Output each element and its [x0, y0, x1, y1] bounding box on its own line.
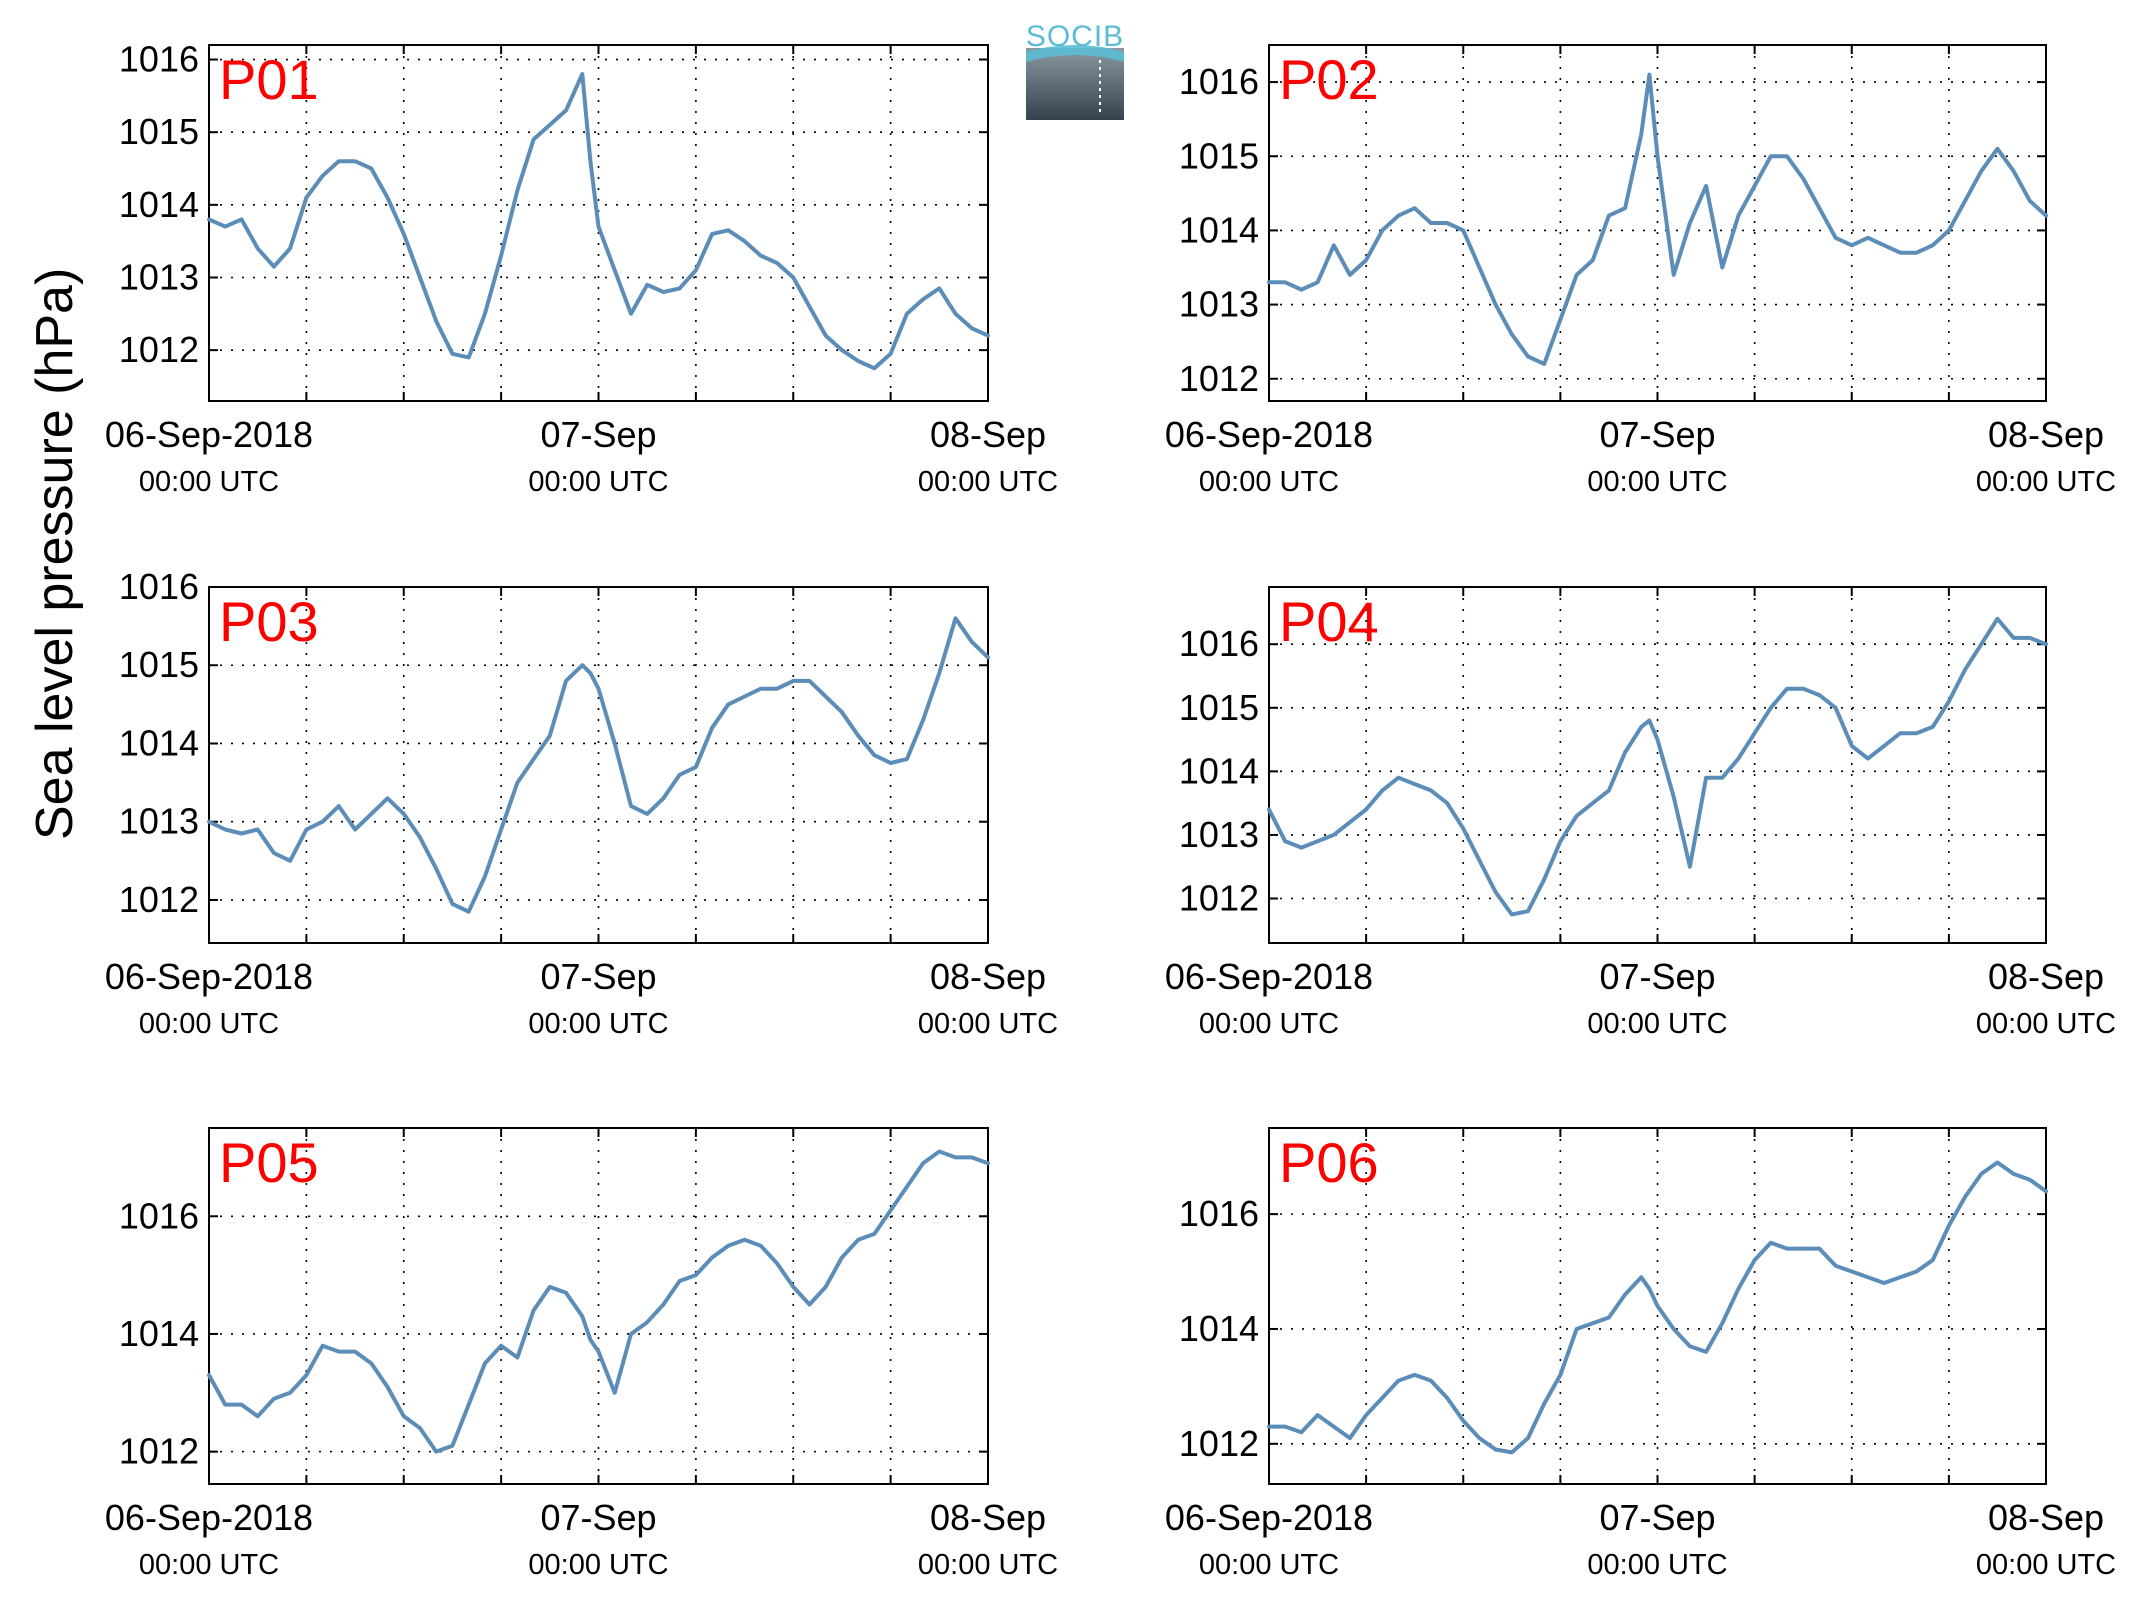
x-tick-label-date: 07-Sep — [540, 414, 656, 455]
y-tick-label: 1016 — [1179, 61, 1259, 102]
x-tick-label-time: 00:00 UTC — [528, 1549, 668, 1581]
y-tick-label: 1014 — [119, 184, 199, 225]
pressure-line-p05 — [207, 1149, 990, 1454]
y-tick-label: 1014 — [119, 722, 199, 763]
panel-title: P05 — [219, 1131, 319, 1194]
y-tick-label: 1012 — [1179, 878, 1259, 919]
y-tick-label: 1016 — [119, 39, 199, 80]
x-tick-label-date: 06-Sep-2018 — [105, 1497, 313, 1538]
y-tick-label: 1012 — [119, 879, 199, 920]
x-tick-label-date: 08-Sep — [1988, 1497, 2104, 1538]
x-tick-label-time: 00:00 UTC — [139, 1008, 279, 1040]
panel-p04: 1012 1013 1014 1015 1016 06-Sep-2018 00:00 UTC… — [1165, 586, 2116, 1040]
panel-p06: 1012 1014 1016 06-Sep-2018 00:00 UTC 07-Sep 00… — [1165, 1127, 2116, 1581]
x-tick-label-time: 00:00 UTC — [139, 466, 279, 498]
y-tick-label: 1015 — [119, 111, 199, 152]
panel-p03: 1012 1013 1014 1015 1016 06-Sep-2018 00:00 UTC… — [105, 566, 1058, 1040]
x-tick-label-date: 06-Sep-2018 — [105, 414, 313, 455]
y-tick-label: 1015 — [1179, 687, 1259, 728]
y-tick-label: 1013 — [1179, 284, 1259, 325]
panel-title: P04 — [1279, 590, 1379, 653]
x-tick-label-time: 00:00 UTC — [139, 1549, 279, 1581]
y-tick-label: 1014 — [119, 1313, 199, 1354]
x-tick-label-time: 00:00 UTC — [1587, 1549, 1727, 1581]
x-tick-label-time: 00:00 UTC — [918, 466, 1058, 498]
y-tick-label: 1012 — [1179, 358, 1259, 399]
x-tick-label-time: 00:00 UTC — [1976, 466, 2116, 498]
x-tick-label-date: 08-Sep — [930, 1497, 1046, 1538]
pressure-line-p01 — [207, 72, 990, 371]
y-tick-label: 1016 — [1179, 623, 1259, 664]
panel-p05: 1012 1014 1016 06-Sep-2018 00:00 UTC 07-Sep 00… — [105, 1127, 1058, 1581]
y-tick-label: 1012 — [119, 1431, 199, 1472]
y-tick-label: 1016 — [119, 1195, 199, 1236]
y-axis-label: Sea level pressure (hPa) — [26, 268, 84, 840]
x-tick-label-time: 00:00 UTC — [1976, 1549, 2116, 1581]
pressure-line-p02 — [1267, 72, 2048, 366]
x-tick-label-date: 06-Sep-2018 — [1165, 414, 1373, 455]
panel-p01: 1012 1013 1014 1015 1016 06-Sep-2018 00:00 UTC… — [105, 39, 1058, 498]
y-tick-label: 1016 — [1179, 1193, 1259, 1234]
x-tick-label-date: 06-Sep-2018 — [105, 956, 313, 997]
y-tick-label: 1015 — [1179, 135, 1259, 176]
x-tick-label-time: 00:00 UTC — [1199, 1008, 1339, 1040]
y-tick-label: 1013 — [1179, 814, 1259, 855]
x-tick-label-date: 07-Sep — [1599, 1497, 1715, 1538]
x-tick-label-date: 07-Sep — [540, 1497, 656, 1538]
x-tick-label-date: 06-Sep-2018 — [1165, 956, 1373, 997]
panel-title: P01 — [219, 48, 319, 111]
panel-title: P03 — [219, 590, 319, 653]
x-tick-label-date: 08-Sep — [930, 956, 1046, 997]
x-tick-label-date: 08-Sep — [1988, 956, 2104, 997]
y-tick-label: 1012 — [1179, 1423, 1259, 1464]
y-tick-label: 1014 — [1179, 1308, 1259, 1349]
x-tick-label-date: 07-Sep — [1599, 414, 1715, 455]
x-tick-label-time: 00:00 UTC — [918, 1549, 1058, 1581]
panel-p02: 1012 1013 1014 1015 1016 06-Sep-2018 00:00 UTC… — [1165, 44, 2116, 498]
x-tick-label-time: 00:00 UTC — [1587, 1008, 1727, 1040]
y-tick-label: 1015 — [119, 644, 199, 685]
x-tick-label-time: 00:00 UTC — [1587, 466, 1727, 498]
y-tick-label: 1014 — [1179, 209, 1259, 250]
y-tick-label: 1012 — [119, 329, 199, 370]
x-tick-label-time: 00:00 UTC — [1976, 1008, 2116, 1040]
logo-text: SOCIB — [1026, 20, 1124, 53]
x-tick-label-time: 00:00 UTC — [528, 466, 668, 498]
x-tick-label-date: 08-Sep — [930, 414, 1046, 455]
y-tick-label: 1016 — [119, 566, 199, 607]
panel-title: P06 — [1279, 1131, 1379, 1194]
panel-title: P02 — [1279, 48, 1379, 111]
y-tick-label: 1013 — [119, 256, 199, 297]
x-tick-label-time: 00:00 UTC — [1199, 466, 1339, 498]
pressure-line-p06 — [1267, 1160, 2048, 1455]
x-tick-label-date: 07-Sep — [1599, 956, 1715, 997]
x-tick-label-date: 07-Sep — [540, 956, 656, 997]
x-tick-label-time: 00:00 UTC — [1199, 1549, 1339, 1581]
pressure-line-p03 — [207, 616, 990, 914]
x-tick-label-date: 08-Sep — [1988, 414, 2104, 455]
y-tick-label: 1014 — [1179, 750, 1259, 791]
y-tick-label: 1013 — [119, 801, 199, 842]
pressure-line-p04 — [1267, 616, 2048, 917]
x-tick-label-time: 00:00 UTC — [528, 1008, 668, 1040]
x-tick-label-date: 06-Sep-2018 — [1165, 1497, 1373, 1538]
socib-logo: SOCIB — [1026, 20, 1124, 120]
x-tick-label-time: 00:00 UTC — [918, 1008, 1058, 1040]
